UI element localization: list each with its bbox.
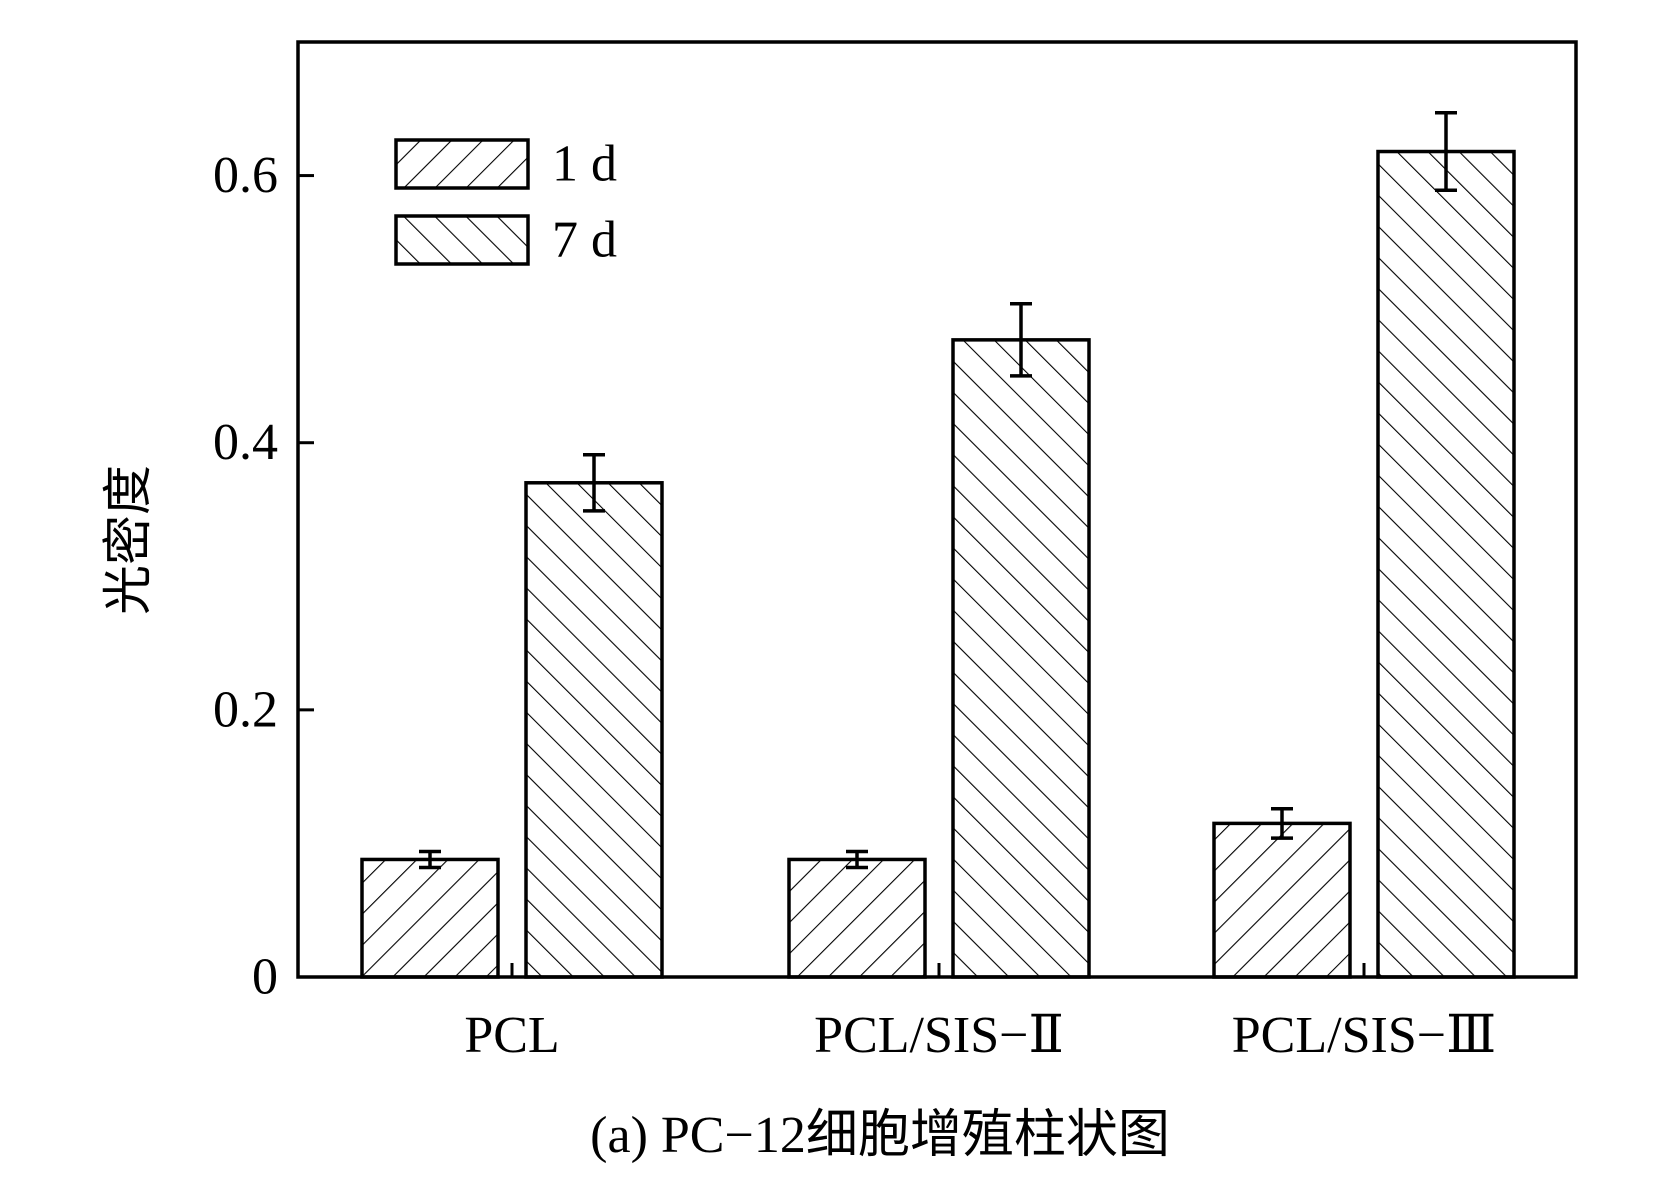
- bar-7d-2: [1376, 149, 1516, 979]
- error-bar-7d-1: [1010, 302, 1032, 378]
- error-bars-layer: [419, 111, 1457, 870]
- error-bar-7d-0: [583, 452, 605, 513]
- legend-item-1d: 1 d: [394, 136, 617, 193]
- bar-7d-0: [524, 481, 664, 979]
- legend-swatch: [394, 214, 530, 266]
- bar-1d-2: [1212, 821, 1352, 979]
- legend-item-7d: 7 d: [394, 212, 617, 269]
- y-tick-label-0: 0: [252, 949, 278, 1006]
- bar-1d-0: [360, 857, 500, 979]
- bar-7d-1: [951, 338, 1091, 979]
- legend-label: 7 d: [552, 212, 617, 269]
- error-bar-1d-0: [419, 849, 441, 870]
- y-tick-label-2: 0.4: [213, 414, 278, 471]
- legend-label: 1 d: [552, 136, 617, 193]
- x-tick-label-0: PCL: [464, 1007, 559, 1064]
- y-tick-labels: 0 0.2 0.4 0.6: [213, 147, 278, 1005]
- bars-layer: [360, 149, 1516, 979]
- x-tick-label-2: PCL/SIS−Ⅲ: [1232, 1007, 1496, 1064]
- error-bar-1d-2: [1271, 806, 1293, 840]
- y-tick-label-1: 0.2: [213, 681, 278, 738]
- y-axis-label: 光密度: [99, 465, 157, 615]
- error-bar-7d-2: [1435, 111, 1457, 193]
- x-tick-labels: PCL PCL/SIS−Ⅱ PCL/SIS−Ⅲ: [464, 1007, 1496, 1064]
- error-bar-1d-1: [846, 849, 868, 870]
- legend: 1 d7 d: [394, 136, 617, 269]
- figure-caption: (a) PC−12细胞增殖柱状图: [590, 1107, 1170, 1164]
- y-tick-label-3: 0.6: [213, 147, 278, 204]
- legend-swatch: [394, 138, 530, 190]
- axis-ticks: [298, 174, 1366, 977]
- bar-1d-1: [787, 857, 927, 979]
- x-tick-label-1: PCL/SIS−Ⅱ: [814, 1007, 1064, 1064]
- plot-frame: [296, 40, 1578, 979]
